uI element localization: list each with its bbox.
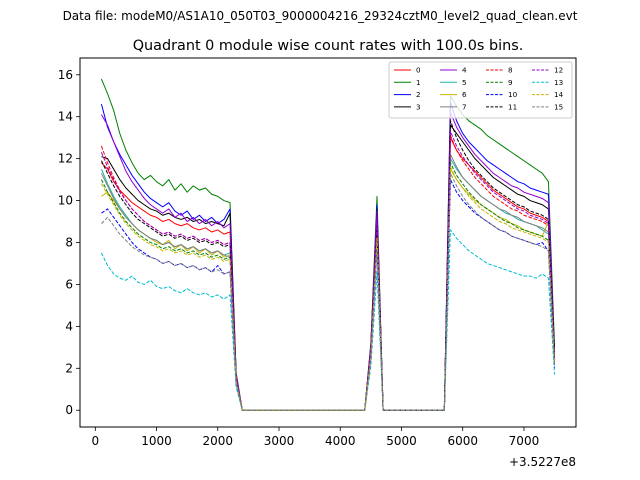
legend-label-13: 13 bbox=[554, 78, 563, 87]
y-tick-label: 10 bbox=[58, 194, 73, 208]
y-tick-label: 12 bbox=[58, 152, 73, 166]
x-tick-label: 6000 bbox=[447, 434, 478, 448]
x-tick-label: 1000 bbox=[141, 434, 172, 448]
chart-title: Quadrant 0 module wise count rates with … bbox=[133, 38, 524, 54]
x-tick-label: 4000 bbox=[325, 434, 356, 448]
series-line-14 bbox=[100, 166, 556, 411]
x-tick-label: 7000 bbox=[509, 434, 540, 448]
legend-label-6: 6 bbox=[462, 90, 467, 99]
legend-label-10: 10 bbox=[508, 90, 518, 99]
legend-label-7: 7 bbox=[462, 103, 467, 112]
legend-label-12: 12 bbox=[554, 66, 563, 75]
legend-label-8: 8 bbox=[508, 66, 513, 75]
y-tick-label: 6 bbox=[65, 277, 73, 291]
legend-box bbox=[388, 61, 573, 119]
legend-label-0: 0 bbox=[416, 66, 421, 75]
x-tick-label: 5000 bbox=[386, 434, 417, 448]
x-tick-label: 3000 bbox=[264, 434, 295, 448]
legend-label-11: 11 bbox=[508, 103, 517, 112]
series-line-15 bbox=[101, 172, 556, 411]
y-tick-label: 0 bbox=[65, 403, 73, 417]
legend-label-3: 3 bbox=[416, 103, 421, 112]
plot-area bbox=[100, 78, 556, 411]
x-tick-label: 2000 bbox=[203, 434, 234, 448]
x-offset-label: +3.5227e8 bbox=[509, 455, 576, 469]
legend-label-2: 2 bbox=[416, 90, 421, 99]
legend-label-1: 1 bbox=[416, 78, 421, 87]
legend-label-9: 9 bbox=[508, 78, 513, 87]
suptitle: Data file: modeM0/AS1A10_050T03_90000042… bbox=[63, 9, 578, 23]
y-tick-label: 14 bbox=[58, 110, 73, 124]
y-tick-label: 2 bbox=[65, 361, 73, 375]
y-tick-label: 16 bbox=[58, 68, 73, 82]
legend-label-5: 5 bbox=[462, 78, 467, 87]
legend-label-14: 14 bbox=[554, 90, 564, 99]
x-tick-label: 0 bbox=[91, 434, 99, 448]
legend-label-4: 4 bbox=[462, 66, 467, 75]
y-tick-label: 8 bbox=[65, 236, 73, 250]
legend-label-15: 15 bbox=[554, 103, 563, 112]
y-tick-label: 4 bbox=[65, 319, 73, 333]
